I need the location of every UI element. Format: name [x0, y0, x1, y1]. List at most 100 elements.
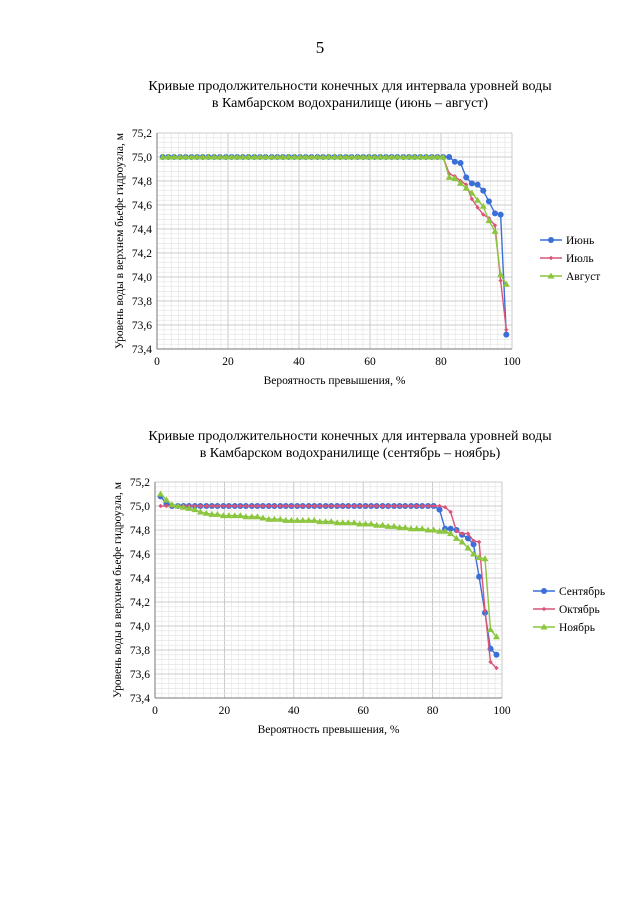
chart2-legend-marker — [540, 623, 548, 630]
chart1-data-point — [245, 153, 253, 160]
chart1-data-point — [365, 153, 373, 160]
chart1-data-point — [463, 174, 470, 181]
chart2-data-point — [351, 503, 357, 509]
chart1-data-point — [222, 153, 230, 160]
chart2-title-line-2: в Камбарском водохранилище (сентябрь – н… — [199, 446, 501, 461]
chart1-x-ticks: 0 20 40 60 80 100 — [154, 356, 521, 368]
chart1-data-point — [451, 158, 458, 165]
chart1-legend-label: Июнь — [566, 235, 594, 247]
chart2-y-tick-label: 74,8 — [130, 525, 150, 537]
chart2-data-point — [344, 519, 352, 526]
chart2-data-point — [278, 503, 283, 509]
chart2-data-point — [185, 504, 193, 511]
chart2-data-point — [470, 541, 477, 548]
chart2-x-tick-label: 0 — [152, 705, 158, 717]
chart1-data-point — [290, 153, 298, 160]
chart2-x-tick-label: 40 — [288, 705, 300, 717]
chart2-data-point — [265, 515, 273, 522]
chart2-data-point — [373, 521, 381, 528]
chart2-data-point — [255, 503, 260, 509]
chart1-data-point — [170, 153, 178, 160]
chart2-data-point — [295, 503, 300, 509]
chart2-data-point — [276, 515, 284, 522]
chart1-data-point — [239, 153, 247, 160]
chart1-y-tick-label: 75,0 — [132, 152, 152, 164]
chart1-data-point — [204, 153, 212, 160]
chart2-data-point — [283, 503, 289, 509]
chart1-x-tick-label: 0 — [154, 356, 160, 368]
chart1-data-point — [193, 153, 201, 160]
chart1-y-tick-label: 74,4 — [132, 224, 152, 236]
chart2-legend-label: Ноябрь — [559, 622, 595, 634]
chart1-data-point — [319, 153, 327, 160]
chart1-data-point — [457, 179, 465, 186]
chart1-y-tick-label: 73,4 — [132, 344, 152, 356]
chart2-data-point — [272, 503, 277, 509]
chart2-data-point — [464, 544, 472, 551]
chart2-data-point — [249, 503, 255, 509]
page-number: 5 — [315, 38, 325, 57]
chart1-data-point — [342, 153, 350, 160]
chart1-data-point — [498, 278, 503, 283]
chart2-data-point — [487, 626, 495, 633]
chart2-data-point — [362, 520, 370, 527]
chart2-data-point — [179, 503, 187, 510]
chart2-data-point — [418, 525, 426, 532]
chart1-data-point — [216, 153, 224, 160]
chart1-data-point — [497, 211, 504, 218]
chart1-data-point — [464, 182, 469, 187]
chart2-data-point — [374, 503, 379, 509]
chart2-data-point — [471, 538, 476, 543]
chart2-data-point — [333, 519, 341, 526]
chart2-x-ticks: 0 20 40 60 80 100 — [152, 705, 511, 717]
chart2-data-point — [419, 503, 425, 509]
chart2-data-point — [458, 538, 466, 545]
chart1-data-point — [485, 217, 493, 224]
chart1-data-point — [228, 153, 236, 160]
chart1-data-point — [313, 153, 321, 160]
chart2-data-point — [174, 502, 182, 509]
chart2-data-point — [327, 518, 335, 525]
chart1-y-tick-label: 74,6 — [132, 200, 152, 212]
chart1-x-tick-label: 80 — [435, 356, 447, 368]
chart2-data-point — [323, 503, 328, 509]
chart1-y-tick-label: 73,6 — [132, 320, 152, 332]
chart2-data-point — [357, 503, 362, 509]
chart2-legend-entry: Сентябрь — [533, 586, 605, 598]
chart1-data-point — [451, 175, 459, 182]
chart1-title-line-1: Кривые продолжительности конечных для ин… — [148, 79, 552, 94]
chart1-y-tick-label: 73,8 — [132, 296, 152, 308]
chart2-y-tick-label: 75,0 — [130, 501, 150, 513]
chart1-data-point — [233, 153, 241, 160]
chart2-y-tick-label: 73,8 — [130, 645, 150, 657]
chart2-data-point — [436, 506, 443, 513]
chart2-data-point — [202, 509, 210, 516]
chart2-data-point — [397, 503, 402, 509]
chart2-data-point — [380, 503, 385, 509]
chart2-data-point — [191, 506, 199, 513]
chart2-data-point — [168, 501, 176, 508]
chart2-data-point — [242, 513, 250, 520]
chart2-data-point — [481, 555, 489, 562]
chart2-data-point — [465, 531, 471, 536]
chart2-y-tick-label: 75,2 — [130, 477, 150, 489]
chart2-x-tick-label: 60 — [357, 705, 369, 717]
chart2-data-point — [384, 522, 392, 529]
chart2-legend-entry: Октябрь — [533, 604, 600, 616]
chart2-data-point — [157, 490, 165, 497]
chart1-legend-label: Июль — [566, 253, 594, 265]
chart1-data-point — [393, 153, 401, 160]
chart2-legend-marker — [541, 588, 547, 594]
chart2-y-tick-label: 74,6 — [130, 549, 150, 561]
chart2-x-tick-label: 100 — [493, 705, 511, 717]
chart1-data-point — [474, 196, 482, 203]
chart1-y-tick-label: 74,0 — [132, 272, 152, 284]
chart2-data-point — [192, 503, 198, 509]
chart2-legend-label: Октябрь — [559, 604, 600, 616]
chart1-data-point — [433, 153, 441, 160]
chart1-legend-label: Август — [566, 271, 600, 283]
chart2-legend-marker — [541, 606, 547, 612]
chart2-y-tick-label: 73,4 — [130, 693, 150, 705]
chart1-data-point — [445, 173, 453, 180]
chart1-data-point — [256, 153, 264, 160]
